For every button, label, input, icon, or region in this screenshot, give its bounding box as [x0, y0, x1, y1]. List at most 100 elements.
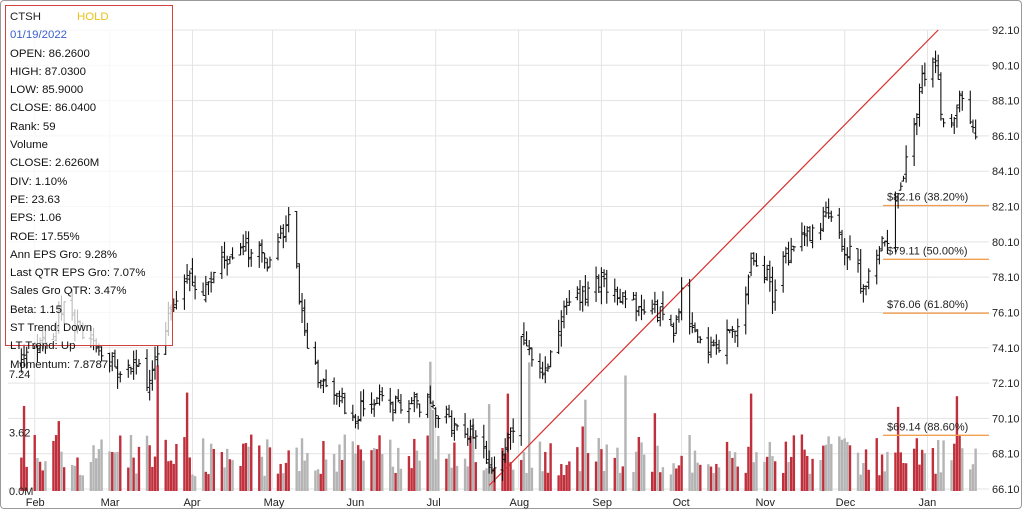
price-bar — [594, 266, 599, 302]
price-bar — [679, 277, 684, 321]
volume-bar — [25, 466, 28, 491]
volume-bar — [680, 455, 683, 491]
price-bar — [209, 271, 214, 293]
price-bar — [917, 83, 922, 127]
volume-bar — [410, 468, 413, 491]
volume-bar — [602, 471, 606, 491]
volume-bar — [356, 445, 360, 491]
volume-bar — [640, 442, 643, 491]
volume-bar — [54, 435, 58, 491]
volume-bar — [276, 473, 280, 491]
price-bar — [968, 90, 973, 125]
price-bar — [24, 346, 29, 369]
volume-bar — [188, 457, 191, 491]
volume-bar — [370, 450, 373, 491]
quote-date: 01/19/2022 — [10, 29, 68, 42]
price-bar — [414, 392, 419, 409]
price-bar — [861, 284, 866, 303]
month-tick-label: Jul — [427, 497, 441, 509]
volume-bar — [431, 409, 435, 491]
price-bar — [353, 414, 358, 429]
volume-bar — [193, 476, 197, 491]
volume-bar — [298, 471, 301, 491]
price-bar — [933, 50, 938, 74]
price-bar — [428, 385, 433, 404]
volume-bar — [581, 426, 584, 491]
price-bar — [580, 285, 585, 312]
month-tick-label: May — [264, 497, 285, 509]
volume-bar — [600, 449, 603, 491]
price-bar — [278, 225, 283, 239]
price-bar — [949, 114, 954, 128]
month-tick-label: Nov — [755, 497, 775, 509]
price-bar — [842, 238, 847, 266]
volume-tick-label: 0.0M — [9, 486, 33, 498]
price-bar — [225, 255, 230, 276]
volume-bar — [447, 453, 451, 491]
fib-level-label: $76.06 (61.80%) — [887, 299, 968, 311]
price-bar — [372, 399, 377, 417]
volume-bar — [789, 456, 793, 491]
volume-bar — [886, 451, 889, 491]
volume-bar — [22, 405, 26, 491]
price-bar — [436, 415, 441, 429]
price-bar — [262, 252, 267, 269]
price-bar — [110, 352, 115, 372]
volume-bar — [338, 444, 341, 491]
volume-bar — [471, 424, 475, 491]
price-bar — [484, 440, 489, 464]
sales-growth-qtr-value: Sales Gro QTR: 3.47% — [10, 285, 127, 298]
price-bar — [511, 418, 516, 443]
price-bar — [634, 291, 639, 322]
volume-bar — [223, 467, 226, 491]
volume-bar — [474, 462, 477, 491]
price-bar — [150, 360, 155, 391]
volume-bar — [397, 447, 400, 491]
volume-bar — [942, 440, 945, 491]
price-bar — [412, 391, 417, 413]
volume-bar — [389, 439, 392, 491]
volume-tick-label: 3.62 — [9, 428, 30, 440]
volume-bar — [846, 441, 849, 491]
price-bar — [201, 282, 206, 296]
price-tick-label: 82.10 — [992, 202, 1020, 214]
volume-bar — [904, 463, 908, 491]
volume-bar — [672, 463, 675, 491]
price-bar — [810, 224, 815, 249]
price-bar — [505, 432, 510, 453]
volume-bar — [616, 447, 619, 491]
price-bar — [802, 225, 807, 247]
volume-bar — [618, 472, 622, 491]
volume-bar — [918, 464, 921, 491]
volume-bar — [613, 457, 616, 491]
price-bar — [249, 248, 254, 267]
pe-value: PE: 23.63 — [10, 193, 61, 206]
volume-bar — [343, 434, 347, 491]
volume-bar — [437, 436, 440, 491]
volume-bar — [469, 435, 472, 491]
volume-bar — [634, 451, 638, 491]
price-bar — [487, 450, 492, 474]
volume-bar — [415, 450, 419, 491]
price-bar — [687, 278, 692, 335]
month-tick-label: Aug — [510, 497, 530, 509]
price-bar — [559, 310, 564, 347]
price-bar — [877, 246, 882, 265]
price-bar — [358, 391, 363, 422]
price-bar — [115, 359, 120, 389]
price-bar — [904, 145, 909, 183]
price-bar — [361, 389, 366, 417]
volume-bar — [95, 458, 98, 491]
volume-bars — [20, 361, 977, 491]
price-bar — [230, 247, 235, 260]
price-bar — [246, 231, 251, 268]
volume-bar — [752, 462, 755, 491]
volume-bar — [258, 445, 261, 491]
volume-bar — [268, 447, 272, 491]
volume-bar — [359, 449, 363, 491]
volume-bar — [512, 469, 515, 491]
volume-bar — [418, 460, 421, 491]
price-bar — [321, 378, 326, 394]
price-bar — [337, 390, 342, 408]
price-bar — [283, 215, 288, 243]
